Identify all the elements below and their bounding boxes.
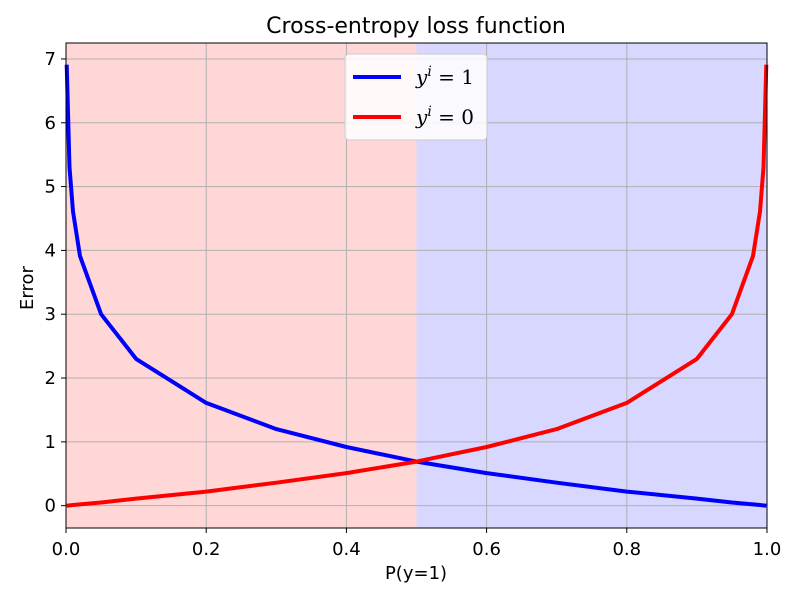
x-tick-label: 0.6 bbox=[472, 539, 501, 560]
y-axis-ticks: 0 1 2 3 4 5 6 7 bbox=[45, 49, 66, 517]
legend-label-0: yi = 1 bbox=[415, 64, 474, 89]
x-tick-label: 0.4 bbox=[332, 539, 361, 560]
y-tick-label: 3 bbox=[45, 304, 56, 325]
y-tick-label: 6 bbox=[45, 113, 56, 134]
y-tick-label: 0 bbox=[45, 496, 56, 517]
legend-label-1: yi = 0 bbox=[415, 104, 474, 129]
y-tick-label: 4 bbox=[45, 240, 56, 261]
x-axis-label: P(y=1) bbox=[385, 563, 447, 584]
series-line-0 bbox=[64, 64, 767, 508]
x-tick-label: 0.2 bbox=[192, 539, 221, 560]
x-tick-label: 0.0 bbox=[52, 539, 81, 560]
x-tick-label: 1.0 bbox=[753, 539, 782, 560]
y-tick-label: 2 bbox=[45, 368, 56, 389]
series-lines bbox=[64, 64, 769, 508]
y-tick-label: 5 bbox=[45, 177, 56, 198]
series-line-1 bbox=[66, 64, 769, 508]
y-axis-label: Error bbox=[17, 265, 38, 309]
plot-frame bbox=[65, 42, 768, 529]
y-tick-label: 1 bbox=[45, 432, 56, 453]
y-tick-label: 7 bbox=[45, 49, 56, 70]
x-axis-ticks: 0.0 0.2 0.4 0.6 0.8 1.0 bbox=[52, 528, 782, 560]
x-tick-label: 0.8 bbox=[612, 539, 641, 560]
legend: yi = 1 yi = 0 bbox=[344, 53, 488, 141]
chart-title: Cross-entropy loss function bbox=[266, 14, 566, 39]
